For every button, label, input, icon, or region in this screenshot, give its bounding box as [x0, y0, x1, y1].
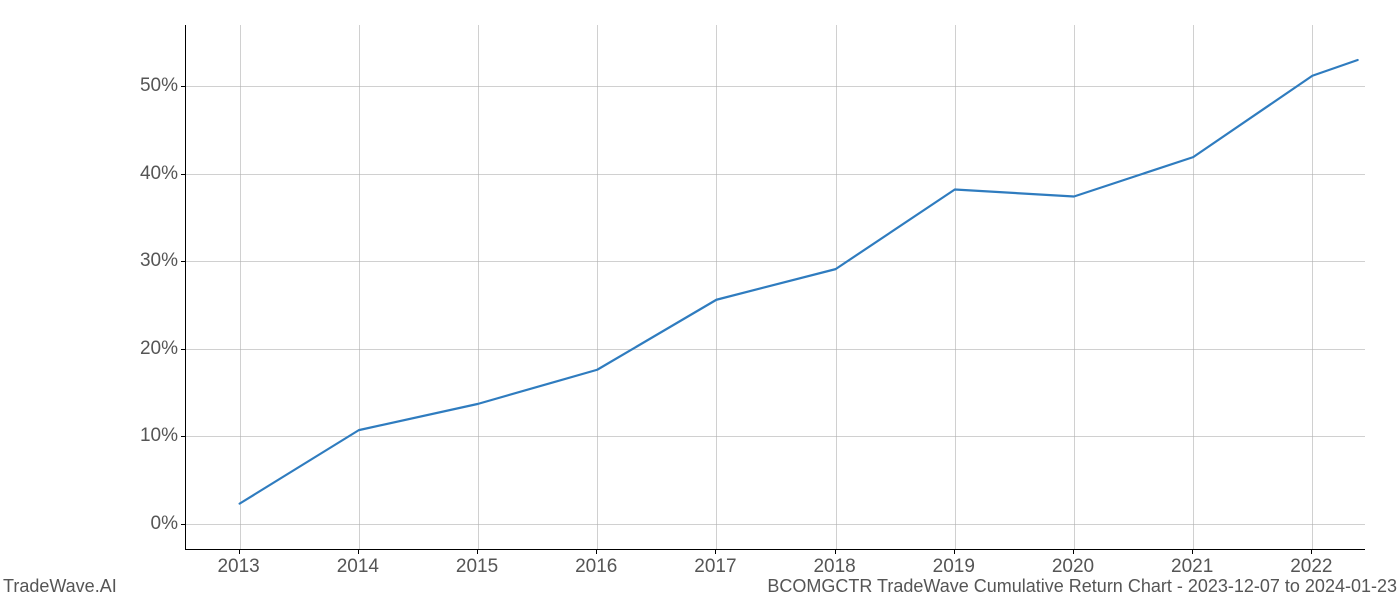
x-tick-label: 2022 [1290, 556, 1332, 578]
chart-plot-area [185, 25, 1365, 550]
x-tick-label: 2013 [217, 556, 259, 578]
y-tick-mark [181, 524, 185, 525]
x-tick-mark [239, 550, 240, 554]
x-tick-label: 2019 [933, 556, 975, 578]
y-tick-mark [181, 86, 185, 87]
plot-frame [185, 25, 1365, 550]
y-tick-mark [181, 436, 185, 437]
footer-chart-title: BCOMGCTR TradeWave Cumulative Return Cha… [767, 576, 1397, 597]
x-tick-mark [954, 550, 955, 554]
x-tick-label: 2014 [337, 556, 379, 578]
x-tick-label: 2020 [1052, 556, 1094, 578]
footer-branding: TradeWave.AI [3, 576, 117, 597]
line-series [186, 25, 1365, 549]
y-tick-label: 40% [140, 163, 178, 185]
x-tick-mark [1073, 550, 1074, 554]
x-tick-label: 2021 [1171, 556, 1213, 578]
y-tick-label: 50% [140, 75, 178, 97]
y-tick-label: 0% [151, 513, 178, 535]
x-tick-mark [835, 550, 836, 554]
x-tick-mark [715, 550, 716, 554]
x-tick-mark [477, 550, 478, 554]
y-tick-mark [181, 349, 185, 350]
x-tick-mark [596, 550, 597, 554]
x-tick-mark [358, 550, 359, 554]
y-tick-label: 30% [140, 250, 178, 272]
y-tick-mark [181, 261, 185, 262]
x-tick-mark [1311, 550, 1312, 554]
y-tick-label: 10% [140, 425, 178, 447]
x-tick-label: 2018 [813, 556, 855, 578]
y-tick-label: 20% [140, 338, 178, 360]
x-tick-label: 2016 [575, 556, 617, 578]
x-tick-label: 2015 [456, 556, 498, 578]
x-tick-label: 2017 [694, 556, 736, 578]
x-tick-mark [1192, 550, 1193, 554]
y-tick-mark [181, 174, 185, 175]
